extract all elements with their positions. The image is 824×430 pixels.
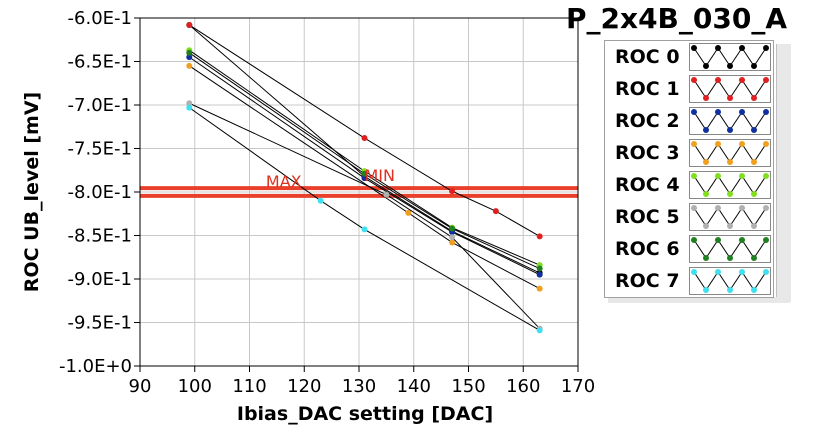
series-roc-6: [186, 49, 543, 272]
data-point: [383, 191, 390, 198]
legend-label: ROC 5: [615, 206, 680, 228]
data-point: [492, 208, 499, 215]
annotations: MAX MIN: [266, 166, 395, 191]
series-line: [188, 24, 540, 274]
series-roc-1: [186, 21, 543, 240]
y-tick-label: -8.0E-1: [68, 182, 132, 203]
x-tick-label: 110: [232, 376, 266, 397]
data-point: [449, 234, 456, 241]
data-point: [536, 233, 543, 240]
legend-item: ROC 2: [605, 105, 773, 137]
legend-symbol: [689, 171, 771, 199]
y-tick-label: -1.0E+0: [59, 356, 132, 377]
legend-item: ROC 5: [605, 201, 773, 233]
grid: [139, 17, 579, 367]
legend: ROC 0 ROC 1 ROC 2 ROC 3 ROC 4 ROC 5 ROC 6 ROC 7: [604, 40, 774, 298]
x-tick-label: 100: [178, 376, 212, 397]
x-tick-label: 130: [342, 376, 376, 397]
data-point: [186, 62, 193, 69]
x-tick-label: 160: [506, 376, 540, 397]
series-roc-4: [186, 47, 543, 269]
data-point: [361, 226, 368, 233]
series-line: [188, 49, 540, 266]
legend-label: ROC 0: [615, 46, 680, 68]
data-point: [186, 54, 193, 61]
x-tick-label: 170: [561, 376, 595, 397]
legend-label: ROC 2: [615, 110, 680, 132]
data-point: [536, 265, 543, 272]
legend-label: ROC 1: [615, 78, 680, 100]
legend-label: ROC 3: [615, 142, 680, 164]
legend-symbol: [689, 75, 771, 103]
annotation-label: MAX: [266, 172, 302, 191]
series-line: [188, 65, 540, 290]
data-point: [361, 170, 368, 177]
series-roc-7: [186, 104, 543, 334]
series-roc-2: [186, 54, 543, 278]
y-tick-label: -7.5E-1: [68, 139, 132, 160]
x-tick-label: 120: [287, 376, 321, 397]
y-tick-label: -7.0E-1: [68, 95, 132, 116]
y-tick-label: -9.5E-1: [68, 313, 132, 334]
series-line: [189, 24, 540, 237]
y-tick-label: -6.5E-1: [68, 52, 132, 73]
series-line: [188, 52, 540, 270]
legend-symbol: [689, 203, 771, 231]
y-tick-label: -6.0E-1: [68, 8, 132, 29]
data-point: [317, 197, 324, 204]
legend-label: ROC 7: [615, 270, 680, 292]
axes: 90 100 110 120 130 140 150 160 170 -6.0E-1 -6.5E-1…: [59, 8, 595, 397]
legend-item: ROC 6: [605, 233, 773, 265]
series-roc-3: [186, 62, 543, 292]
legend-symbol: [689, 107, 771, 135]
limit-lines: [140, 186, 578, 198]
data-point: [449, 188, 456, 195]
legend-item: ROC 4: [605, 169, 773, 201]
legend-label: ROC 6: [615, 238, 680, 260]
data-point: [361, 175, 368, 182]
data-point: [405, 209, 412, 216]
x-tick-label: 90: [129, 376, 152, 397]
series-roc-5: [186, 100, 543, 332]
legend-item: ROC 3: [605, 137, 773, 169]
data-point: [186, 104, 193, 111]
x-axis-label: Ibias_DAC setting [DAC]: [237, 403, 493, 425]
x-tick-label: 150: [451, 376, 485, 397]
legend-shadow-bottom: [608, 297, 790, 303]
legend-symbol: [689, 267, 771, 295]
data-point: [186, 49, 193, 56]
data-point: [536, 327, 543, 334]
legend-item: ROC 0: [605, 41, 773, 73]
legend-item: ROC 7: [605, 265, 773, 297]
series-line: [188, 107, 540, 331]
legend-label: ROC 4: [615, 174, 680, 196]
annotation-label: MIN: [364, 166, 395, 185]
legend-item: ROC 1: [605, 73, 773, 105]
x-tick-label: 140: [397, 376, 431, 397]
legend-symbol: [689, 235, 771, 263]
legend-symbol: [689, 43, 771, 71]
legend-scrollbar[interactable]: [776, 44, 791, 302]
series-line: [188, 56, 540, 276]
chart-title: P_2x4B_030_A: [566, 2, 788, 35]
data-point: [536, 271, 543, 278]
data-point: [449, 225, 456, 232]
series-line: [189, 102, 541, 329]
data-point: [361, 135, 368, 142]
data-point: [449, 239, 456, 246]
series-group: [186, 21, 543, 334]
legend-symbol: [689, 139, 771, 167]
data-point: [536, 285, 543, 292]
data-point: [186, 21, 193, 28]
y-tick-label: -9.0E-1: [68, 269, 132, 290]
data-point: [186, 100, 193, 107]
y-axis-label: ROC UB_level [mV]: [21, 92, 43, 292]
y-tick-label: -8.5E-1: [68, 226, 132, 247]
